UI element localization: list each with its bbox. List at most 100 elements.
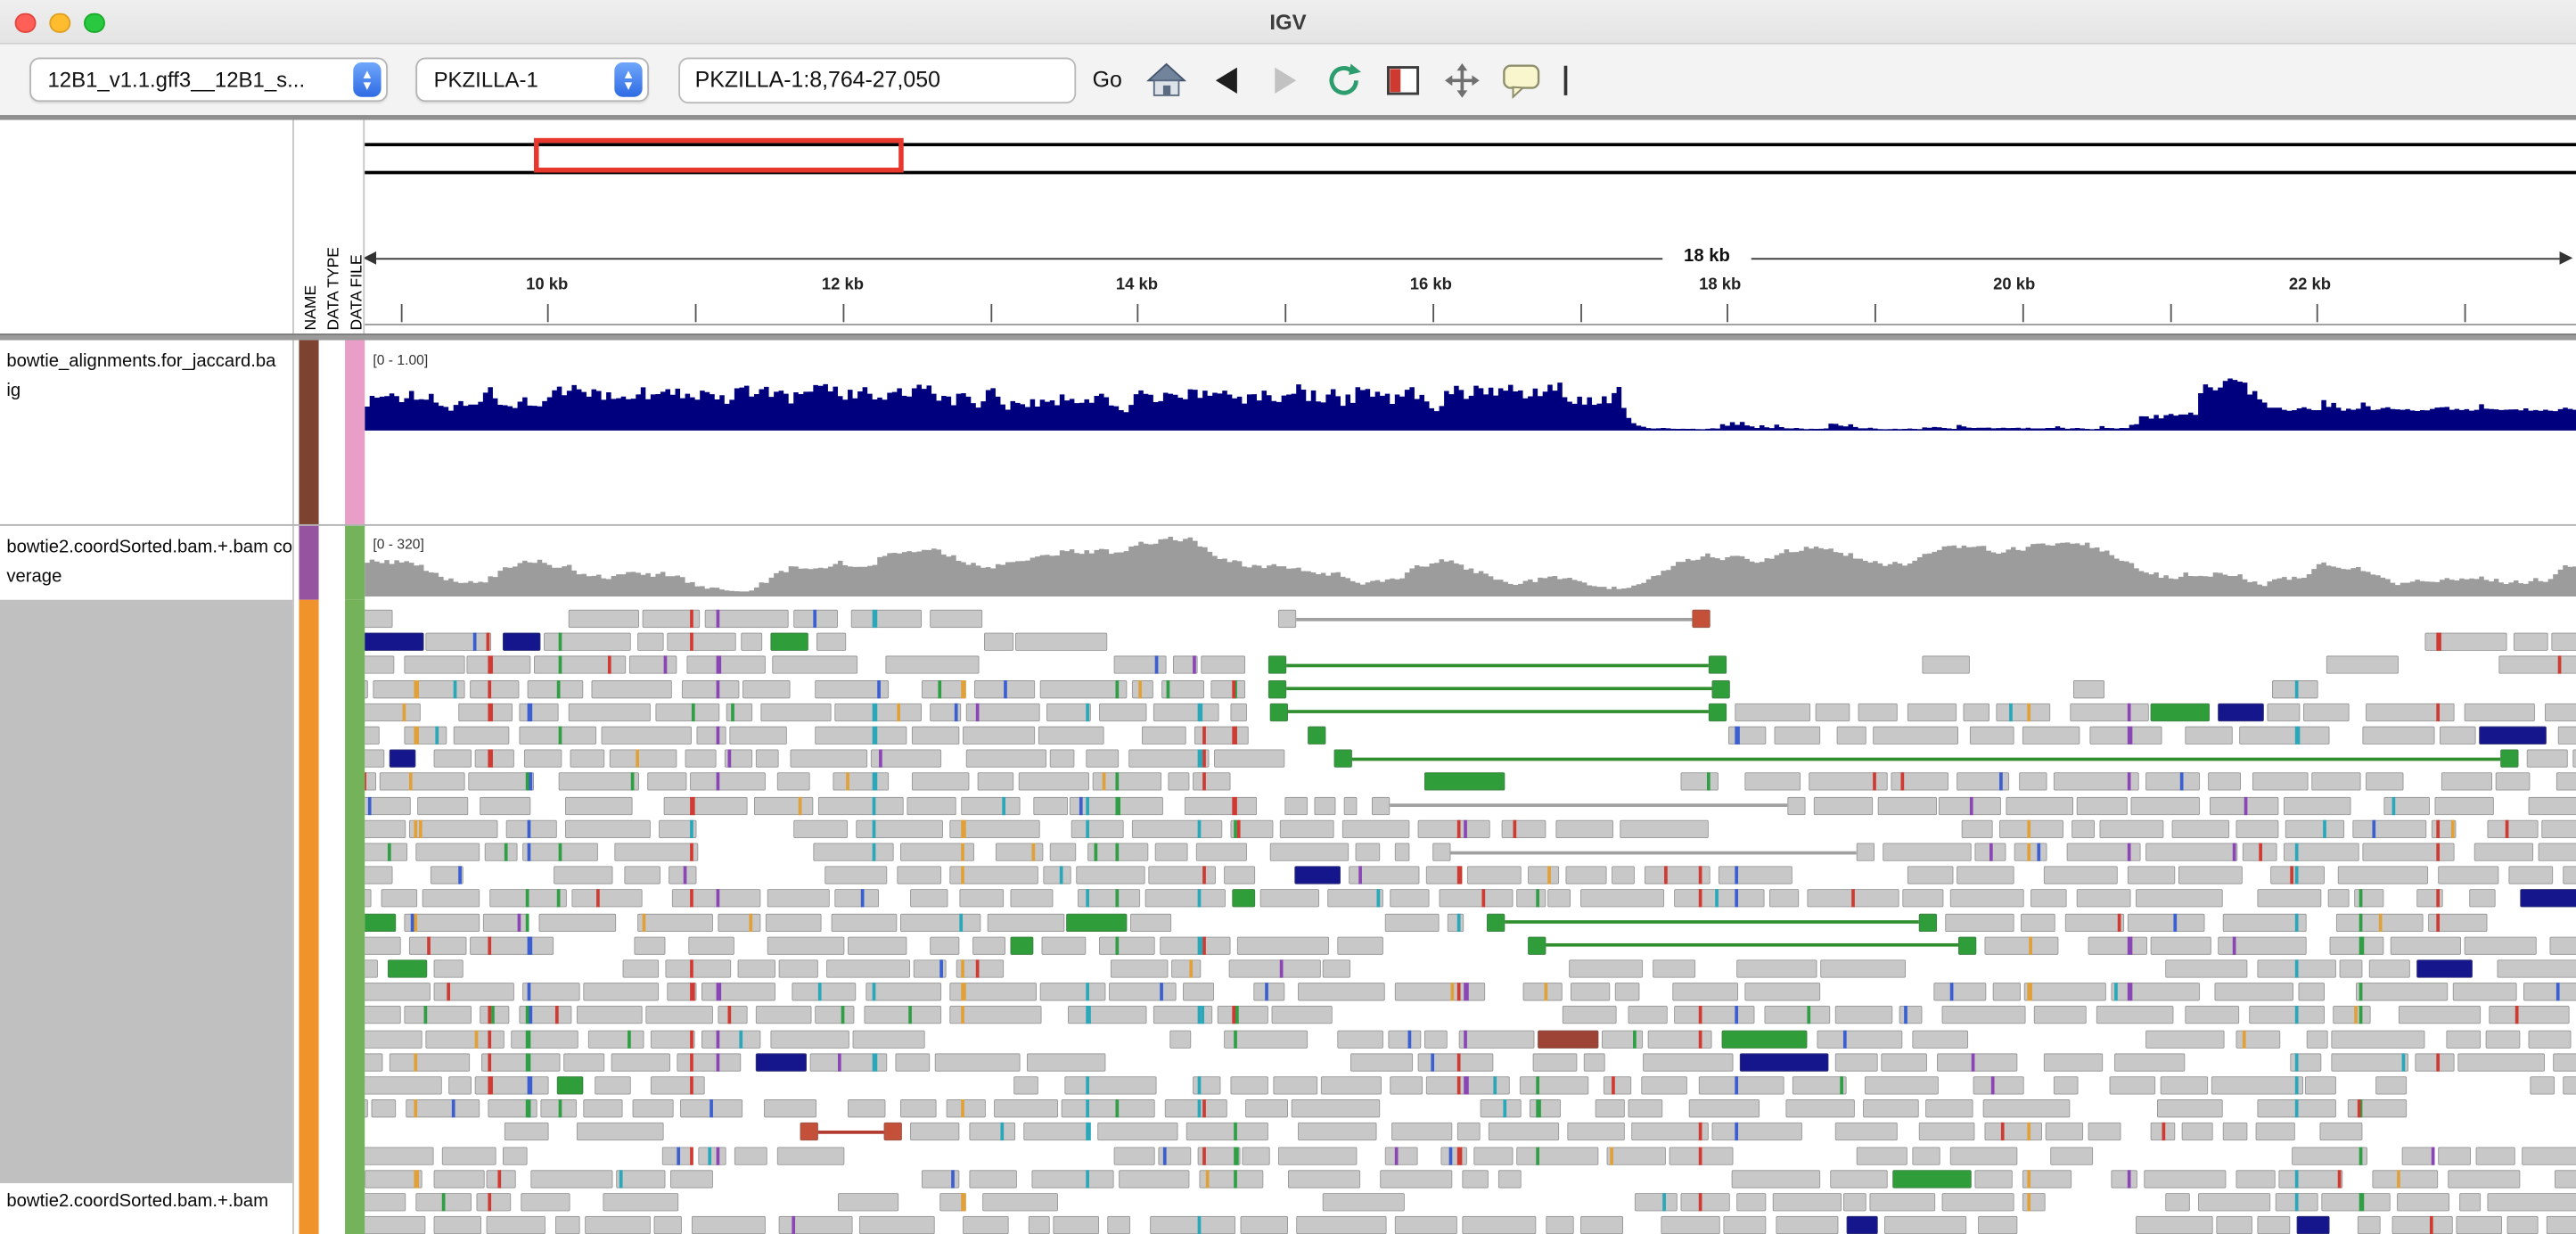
- alignment-read[interactable]: [2521, 1146, 2576, 1165]
- alignment-read[interactable]: [601, 726, 692, 745]
- alignment-read[interactable]: [1184, 796, 1258, 815]
- alignment-read[interactable]: [1883, 843, 1971, 861]
- alignment-read[interactable]: [614, 843, 699, 861]
- alignment-read[interactable]: [2144, 1169, 2227, 1189]
- home-button[interactable]: [1144, 57, 1190, 103]
- alignment-read[interactable]: [1291, 1099, 1380, 1118]
- refresh-button[interactable]: [1321, 57, 1367, 103]
- alignment-read[interactable]: [2099, 819, 2163, 838]
- alignment-read[interactable]: [621, 959, 659, 978]
- chromosome-select[interactable]: PKZILLA-1 ▲ ▼: [415, 57, 650, 103]
- alignment-read[interactable]: [1050, 843, 1078, 861]
- alignment-read[interactable]: [1064, 1076, 1158, 1095]
- alignment-read[interactable]: [1793, 1076, 1848, 1095]
- alignment-read[interactable]: [2014, 843, 2048, 861]
- alignment-read[interactable]: [2556, 772, 2576, 792]
- alignment-read[interactable]: [733, 1146, 767, 1165]
- alignment-read[interactable]: [415, 1193, 472, 1212]
- alignment-read[interactable]: [1945, 913, 2014, 932]
- alignment-read[interactable]: [1462, 1216, 1536, 1234]
- alignment-read[interactable]: [1736, 959, 1817, 978]
- alignment-read[interactable]: [939, 1193, 966, 1212]
- alignment-read[interactable]: [686, 656, 767, 675]
- alignment-read[interactable]: [1631, 1123, 1710, 1141]
- alignment-read[interactable]: [2507, 866, 2554, 884]
- alignment-read[interactable]: [441, 1146, 496, 1165]
- alignment-read[interactable]: [2070, 703, 2149, 721]
- alignment-read[interactable]: [900, 1099, 938, 1118]
- alignment-read[interactable]: [1936, 1053, 2017, 1072]
- alignment-read[interactable]: [365, 772, 377, 792]
- alignment-read[interactable]: [1858, 703, 1898, 721]
- alignment-read[interactable]: [577, 1123, 665, 1141]
- alignment-read[interactable]: [522, 843, 599, 861]
- alignment-read[interactable]: [1075, 866, 1146, 884]
- alignment-read[interactable]: [2416, 889, 2443, 909]
- alignment-read[interactable]: [1891, 772, 1949, 792]
- alignment-read[interactable]: [770, 1029, 850, 1049]
- alignment-read[interactable]: [2375, 1076, 2408, 1095]
- alignment-read[interactable]: [2353, 889, 2384, 909]
- alignment-read[interactable]: [2128, 913, 2205, 932]
- alignment-read[interactable]: [1242, 1146, 1271, 1165]
- alignment-read[interactable]: [1940, 1193, 2014, 1212]
- alignment-read[interactable]: [910, 1123, 959, 1141]
- alignment-read[interactable]: [2485, 1029, 2520, 1049]
- alignment-read[interactable]: [1880, 1053, 1927, 1072]
- alignment-read[interactable]: [2053, 772, 2140, 792]
- alignment-read[interactable]: [1423, 772, 1505, 792]
- alignment-read[interactable]: [1394, 843, 1410, 861]
- alignment-read[interactable]: [1046, 703, 1092, 721]
- alignment-read[interactable]: [469, 679, 520, 698]
- alignment-read[interactable]: [1033, 796, 1068, 815]
- alignment-read[interactable]: [1145, 889, 1226, 909]
- alignment-read[interactable]: [1547, 889, 1571, 909]
- alignment-read[interactable]: [1417, 1053, 1494, 1072]
- alignment-read[interactable]: [2348, 1099, 2408, 1118]
- alignment-read[interactable]: [1603, 1076, 1631, 1095]
- alignment-read[interactable]: [1148, 866, 1215, 884]
- alignment-read[interactable]: [2136, 1216, 2213, 1234]
- alignment-read[interactable]: [469, 936, 554, 955]
- alignment-read[interactable]: [825, 959, 911, 978]
- alignment-read[interactable]: [1768, 889, 1799, 909]
- alignment-read[interactable]: [365, 1216, 425, 1234]
- alignment-read[interactable]: [632, 1099, 674, 1118]
- alignment-read[interactable]: [1054, 1216, 1099, 1234]
- alignment-read[interactable]: [1846, 1216, 1877, 1234]
- alignment-read[interactable]: [1333, 749, 1352, 769]
- alignment-read[interactable]: [736, 959, 776, 978]
- alignment-read[interactable]: [897, 866, 942, 884]
- alignment-read[interactable]: [365, 1099, 369, 1118]
- alignment-read[interactable]: [433, 1216, 481, 1234]
- alignment-read[interactable]: [409, 819, 499, 838]
- alignment-read[interactable]: [1343, 796, 1358, 815]
- alignment-read[interactable]: [1999, 819, 2063, 838]
- coverage-track-1[interactable]: [365, 370, 2576, 432]
- alignment-read[interactable]: [1962, 819, 1994, 838]
- alignment-read[interactable]: [2498, 959, 2576, 978]
- alignment-read[interactable]: [590, 679, 672, 698]
- alignment-read[interactable]: [1516, 1146, 1600, 1165]
- alignment-read[interactable]: [519, 726, 596, 745]
- alignment-read[interactable]: [864, 1006, 941, 1024]
- alignment-read[interactable]: [365, 1193, 406, 1212]
- alignment-read[interactable]: [380, 889, 418, 909]
- alignment-read[interactable]: [765, 913, 823, 932]
- alignment-read[interactable]: [1022, 1123, 1091, 1141]
- alignment-read[interactable]: [969, 1123, 1015, 1141]
- alignment-read[interactable]: [1835, 1053, 1878, 1072]
- alignment-read[interactable]: [2487, 1193, 2576, 1212]
- alignment-read[interactable]: [2211, 1076, 2303, 1095]
- alignment-read[interactable]: [1078, 889, 1141, 909]
- alignment-read[interactable]: [1356, 843, 1381, 861]
- alignment-read[interactable]: [858, 1216, 936, 1234]
- alignment-read[interactable]: [2448, 1169, 2520, 1189]
- alignment-read[interactable]: [1337, 936, 1384, 955]
- alignment-read[interactable]: [981, 1193, 1058, 1212]
- alignment-read[interactable]: [1973, 1169, 2013, 1189]
- alignment-read[interactable]: [1239, 1216, 1288, 1234]
- alignment-read[interactable]: [1921, 656, 1970, 675]
- alignment-read[interactable]: [1689, 1099, 1760, 1118]
- alignment-read[interactable]: [2044, 866, 2119, 884]
